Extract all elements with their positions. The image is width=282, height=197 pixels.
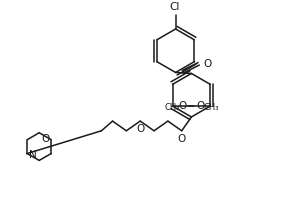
Text: CH₃: CH₃ xyxy=(164,103,180,112)
Text: O: O xyxy=(136,124,144,134)
Text: O: O xyxy=(196,101,204,111)
Text: O: O xyxy=(178,101,186,111)
Text: Cl: Cl xyxy=(169,2,180,12)
Text: O: O xyxy=(203,59,212,69)
Text: CH₃: CH₃ xyxy=(203,103,219,112)
Text: O: O xyxy=(178,134,186,144)
Text: N: N xyxy=(29,150,37,160)
Text: O: O xyxy=(41,134,49,144)
